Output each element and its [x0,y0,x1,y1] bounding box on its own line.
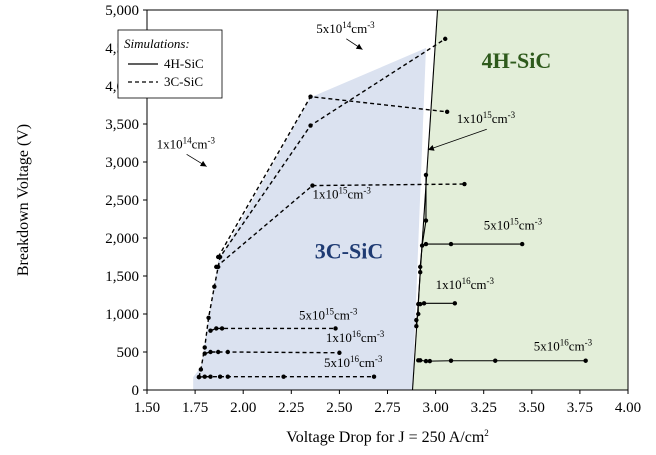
data-point [208,329,212,333]
data-point [418,302,422,306]
data-point [449,242,453,246]
x-tick-label: 2.25 [278,400,304,416]
data-point [226,350,230,354]
region-label: 3C-SiC [315,239,383,264]
x-tick-label: 1.50 [134,400,160,416]
x-tick-label: 2.00 [230,400,256,416]
y-tick-label: 2,000 [105,231,139,247]
y-tick-label: 1,000 [105,307,139,323]
data-point [308,94,312,98]
data-point [462,182,466,186]
plot-regions [193,10,628,390]
y-axis-title: Breakdown Voltage (V) [15,124,32,276]
data-point [424,218,428,222]
data-point [199,367,203,371]
legend-title: Simulations: [124,36,190,51]
data-point [214,265,218,269]
doping-annotation: 5x1014cm-3 [316,20,375,36]
data-point [418,265,422,269]
x-tick-label: 3.75 [567,400,593,416]
data-point [212,284,216,288]
data-point [226,375,230,379]
region-label: 4H-SiC [482,48,552,73]
x-tick-label: 3.50 [519,400,545,416]
data-point [197,375,201,379]
y-tick-label: 3,500 [105,117,139,133]
data-point [416,312,420,316]
data-point [203,375,207,379]
data-point [424,173,428,177]
data-point [418,358,422,362]
data-point [428,359,432,363]
data-point [422,301,426,305]
data-point [214,326,218,330]
data-point [420,243,424,247]
y-tick-label: 1,500 [105,269,139,285]
data-point [453,301,457,305]
data-point [208,350,212,354]
x-tick-label: 3.00 [422,400,448,416]
data-point [206,316,210,320]
data-point [520,242,524,246]
data-point [418,270,422,274]
doping-annotation: 1x1014cm-3 [157,135,216,151]
data-point [583,359,587,363]
data-point [308,123,312,127]
x-tick-label: 4.00 [615,400,641,416]
x-tick-label: 3.25 [471,400,497,416]
y-tick-label: 0 [132,383,140,399]
legend: Simulations: 4H-SiC 3C-SiC [118,30,222,98]
data-point [443,37,447,41]
data-point [216,350,220,354]
data-point [220,326,224,330]
y-tick-label: 5,000 [105,3,139,19]
data-point [414,324,418,328]
data-point [372,375,376,379]
data-point [203,351,207,355]
data-point [281,375,285,379]
legend-label: 3C-SiC [164,74,203,89]
y-tick-label: 500 [117,345,140,361]
y-tick-label: 2,500 [105,193,139,209]
y-tick-label: 3,000 [105,155,139,171]
data-point [424,242,428,246]
data-point [449,359,453,363]
x-tick-label: 1.75 [182,400,208,416]
data-point [493,359,497,363]
data-point [216,255,220,259]
x-tick-label: 2.50 [326,400,352,416]
data-point [208,375,212,379]
data-point [414,318,418,322]
data-point [445,110,449,114]
data-point [218,375,222,379]
x-axis-title: Voltage Drop for J = 250 A/cm2 [286,428,489,446]
annotation-arrowhead [356,44,363,50]
data-point [424,359,428,363]
x-tick-label: 2.75 [374,400,400,416]
legend-label: 4H-SiC [164,56,204,71]
series-line-4h-sic [418,360,585,361]
data-point [203,345,207,349]
annotation-arrowhead [200,161,207,167]
